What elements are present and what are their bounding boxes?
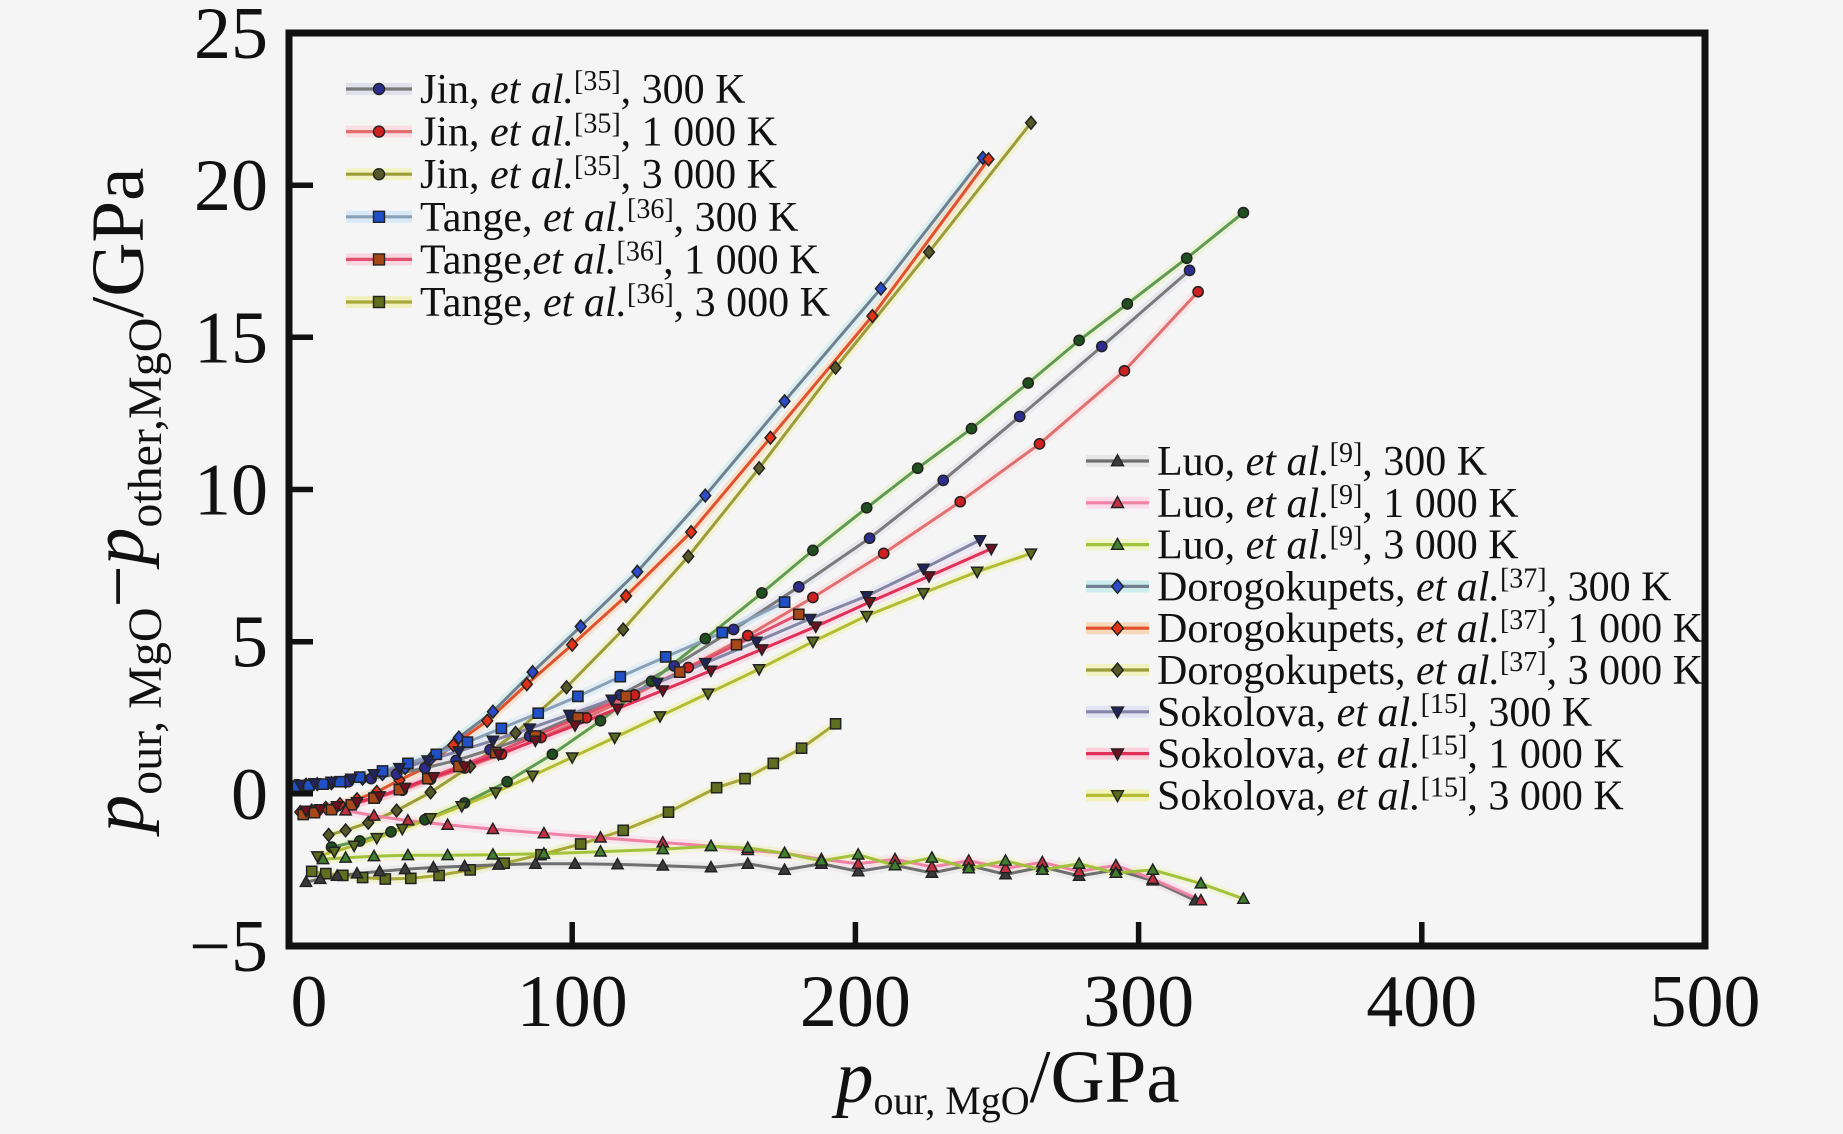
- svg-text:pour, MgO−pother,MgO/GPa: pour, MgO−pother,MgO/GPa: [77, 168, 172, 838]
- svg-text:20: 20: [194, 145, 268, 227]
- svg-text:25: 25: [194, 0, 268, 75]
- svg-text:15: 15: [194, 297, 268, 379]
- svg-text:Tange, et al.[36], 300 K: Tange, et al.[36], 300 K: [420, 194, 799, 241]
- svg-text:200: 200: [800, 961, 911, 1043]
- svg-text:Sokolova, et al.[15], 3 000 K: Sokolova, et al.[15], 3 000 K: [1157, 772, 1624, 819]
- svg-text:0: 0: [231, 754, 268, 836]
- svg-text:0: 0: [291, 961, 328, 1043]
- svg-text:Dorogokupets, et al.[37], 300: Dorogokupets, et al.[37], 300 K: [1157, 563, 1671, 610]
- svg-text:10: 10: [194, 450, 268, 532]
- svg-text:Luo, et al.[9], 3 000 K: Luo, et al.[9], 3 000 K: [1157, 522, 1519, 569]
- svg-text:Jin, et al.[35], 300 K: Jin, et al.[35], 300 K: [420, 66, 746, 113]
- svg-text:pour, MgO/GPa: pour, MgO/GPa: [831, 1036, 1180, 1123]
- svg-text:Sokolova, et al.[15], 1 000 K: Sokolova, et al.[15], 1 000 K: [1157, 731, 1624, 778]
- svg-text:300: 300: [1083, 961, 1194, 1043]
- svg-text:400: 400: [1366, 961, 1477, 1043]
- svg-text:Dorogokupets, et al.[37], 1 00: Dorogokupets, et al.[37], 1 000 K: [1157, 605, 1703, 652]
- svg-text:Sokolova, et al.[15], 300 K: Sokolova, et al.[15], 300 K: [1157, 689, 1592, 736]
- svg-text:Dorogokupets, et al.[37], 3 00: Dorogokupets, et al.[37], 3 000 K: [1157, 647, 1703, 694]
- svg-text:Luo, et al.[9], 300 K: Luo, et al.[9], 300 K: [1157, 438, 1487, 485]
- svg-text:5: 5: [231, 602, 268, 684]
- svg-text:100: 100: [517, 961, 628, 1043]
- svg-text:500: 500: [1650, 961, 1761, 1043]
- svg-text:−5: −5: [189, 906, 268, 988]
- svg-text:Tange, et al.[36], 3 000 K: Tange, et al.[36], 3 000 K: [420, 279, 830, 326]
